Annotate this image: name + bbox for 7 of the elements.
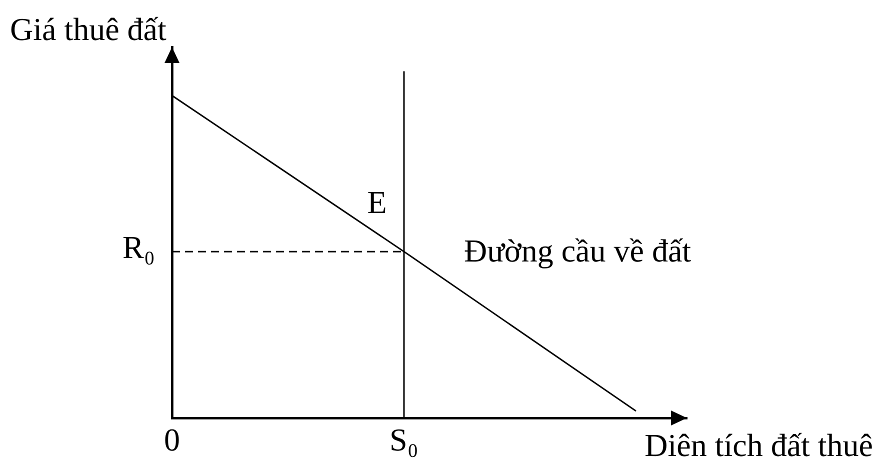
x-tick-label: 0 bbox=[164, 422, 180, 458]
series-label: Đường cầu về đất bbox=[464, 232, 692, 269]
annotation: R₀ bbox=[122, 228, 155, 265]
y-axis-title: Giá thuê đất bbox=[10, 11, 166, 47]
x-tick-label: S₀ bbox=[390, 422, 418, 458]
annotation: E bbox=[367, 184, 387, 220]
x-axis-title: Diên tích đất thuê bbox=[644, 427, 873, 462]
